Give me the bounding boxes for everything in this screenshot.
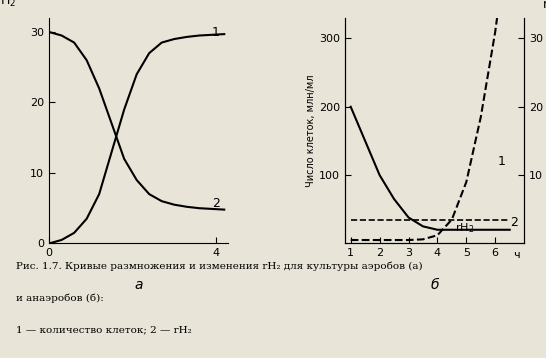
Text: ч: ч <box>514 251 520 261</box>
Y-axis label: Число клеток, млн/мл: Число клеток, млн/мл <box>306 74 316 187</box>
Text: 1: 1 <box>498 155 506 168</box>
Text: rH$_2$: rH$_2$ <box>0 0 16 9</box>
Text: rH$_2$: rH$_2$ <box>542 0 546 13</box>
Text: б: б <box>430 277 439 291</box>
Text: 2: 2 <box>510 216 518 229</box>
Text: а: а <box>134 277 143 291</box>
Text: и анаэробов (б):: и анаэробов (б): <box>16 294 104 303</box>
Text: 1 — количество клеток; 2 — rH₂: 1 — количество клеток; 2 — rH₂ <box>16 326 192 335</box>
Text: 1: 1 <box>212 25 219 39</box>
Text: rH$_2$: rH$_2$ <box>455 221 474 235</box>
Text: Рис. 1.7. Кривые размножения и изменения rH₂ для культуры аэробов (а): Рис. 1.7. Кривые размножения и изменения… <box>16 261 423 271</box>
Text: 2: 2 <box>212 197 219 210</box>
